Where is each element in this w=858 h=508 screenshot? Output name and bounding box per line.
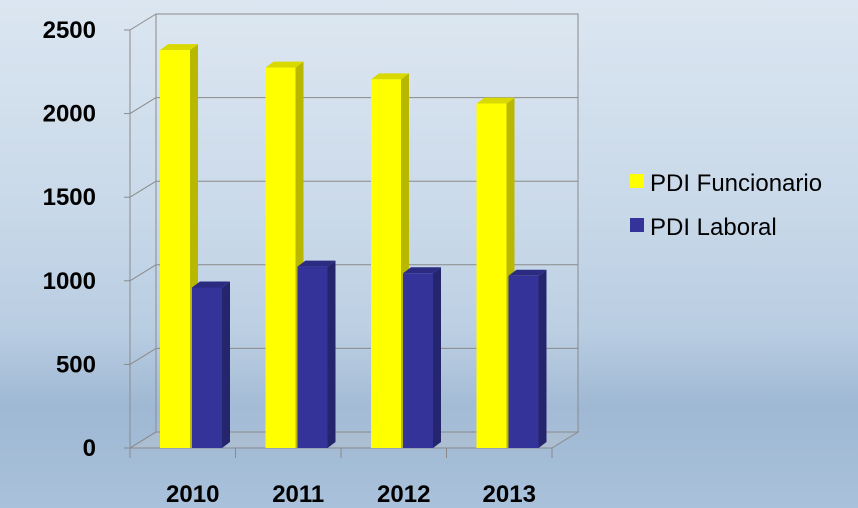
gridline-side <box>129 13 157 31</box>
bar-2013-1 <box>508 269 547 448</box>
y-tick-label: 1500 <box>43 184 96 211</box>
x-tick-label: 2012 <box>377 481 430 508</box>
bar-top <box>371 73 409 80</box>
y-tick-label: 0 <box>83 435 96 462</box>
gridline-side <box>129 264 157 282</box>
bar-front <box>371 79 401 448</box>
bar-front <box>297 266 328 448</box>
gridline-side <box>129 97 157 115</box>
bar-top <box>476 97 515 104</box>
x-tick-label: 2010 <box>166 481 219 508</box>
bar-2012-1 <box>403 267 441 448</box>
bar-2011-1 <box>297 260 336 448</box>
y-tick-label: 1000 <box>43 268 96 295</box>
bar-2010-1 <box>192 281 230 448</box>
legend-item-funcionario: PDI Funcionario <box>630 168 858 200</box>
legend-swatch-laboral <box>630 218 644 232</box>
bar-front <box>403 273 433 448</box>
bar-top <box>508 269 547 276</box>
bar-side <box>433 267 441 448</box>
x-tick-label: 2013 <box>483 481 536 508</box>
bar-front <box>192 287 222 448</box>
y-tick-label: 2500 <box>43 17 96 44</box>
bar-side <box>327 260 336 448</box>
x-axis-ticks: 2010 2011 2012 2013 <box>129 448 553 508</box>
bar-top <box>192 281 230 288</box>
gridline-side <box>129 347 157 365</box>
bar-top <box>403 267 441 274</box>
bar-top <box>160 44 198 51</box>
legend-swatch-funcionario <box>630 174 644 188</box>
legend-label-laboral: PDI Laboral <box>650 214 777 241</box>
bar-front <box>265 67 296 449</box>
bar-side <box>222 281 230 448</box>
y-tick-label: 2000 <box>43 101 96 128</box>
bar-side <box>538 269 547 448</box>
legend-item-laboral: PDI Laboral <box>630 212 858 244</box>
legend: PDI Funcionario PDI Laboral <box>630 168 858 256</box>
y-axis-ticks: 0 500 1000 1500 2000 2500 <box>43 17 96 462</box>
gridline-side <box>129 431 157 449</box>
y-tick-label: 500 <box>56 351 96 378</box>
bar-front <box>476 103 507 449</box>
gridline-side <box>129 180 157 198</box>
bar-top <box>265 61 304 68</box>
x-tick-label: 2011 <box>272 481 324 508</box>
bar-top <box>297 260 336 267</box>
bar-front <box>160 50 190 449</box>
bar-front <box>508 275 539 448</box>
bars <box>160 44 547 449</box>
legend-label-funcionario: PDI Funcionario <box>650 170 823 197</box>
